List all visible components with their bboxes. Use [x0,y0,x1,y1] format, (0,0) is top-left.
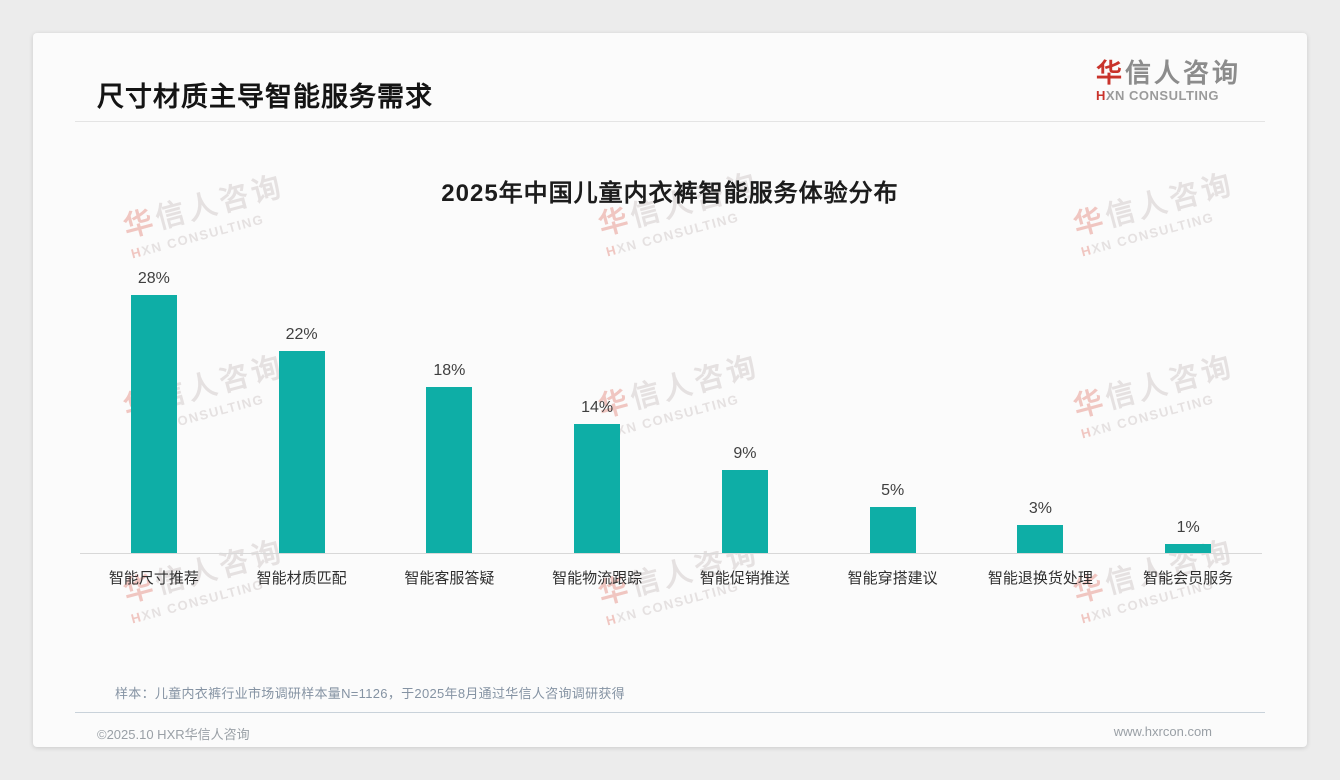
category-label: 智能尺寸推荐 [108,570,199,587]
bar-group: 28% [80,266,228,553]
copyright-text: ©2025.10 HXR华信人咨询 [97,727,250,742]
bar [426,387,473,553]
logo-cn-first-char: 华 [1095,58,1125,88]
bar-value-label: 3% [1028,500,1052,518]
category-label: 智能穿搭建议 [847,570,938,587]
watermark-en-text: HXN CONSULTING [1079,209,1216,260]
category-label: 智能材质匹配 [256,570,347,587]
bar-group: 9% [671,266,819,553]
logo-en-rest: XN CONSULTING [1105,87,1220,103]
bar-group: 14% [523,266,671,553]
logo-en-text: HXN CONSULTING [1096,88,1241,103]
bar [869,507,916,553]
bar [278,350,325,553]
x-axis-line [80,553,1262,554]
category-label: 智能促销推送 [699,570,790,587]
sample-note: 样本：儿童内衣裤行业市场调研样本量N=1126，于2025年8月通过华信人咨询调… [115,686,625,701]
website-url: www.hxrcon.com [1113,724,1212,739]
category-row: 智能尺寸推荐 智能材质匹配 智能客服答疑 智能物流跟踪 智能促销推送 智能穿搭建议 智能退换… [80,567,1262,588]
bar-value-label: 22% [285,325,318,343]
category-label: 智能物流跟踪 [552,570,643,587]
bar-value-label: 1% [1176,518,1200,536]
bar [1165,543,1212,553]
footer-divider [75,712,1265,713]
bar-group: 5% [819,266,967,553]
logo-cn-text: 华信人咨询 [1096,59,1241,88]
logo-cn-rest: 信人咨询 [1124,58,1241,88]
bar-group: 22% [228,266,376,553]
bars-row: 28% 22% 18% 14% 9% 5% 3% 1% [80,266,1262,553]
bar-value-label: 14% [581,399,614,417]
bar-value-label: 9% [733,445,757,463]
watermark-en-text: HXN CONSULTING [129,211,266,262]
slide-card: 华信人咨询 HXN CONSULTING 华信人咨询 HXN CONSULTING 华信… [33,33,1307,747]
bar-group: 18% [376,266,524,553]
category-label: 智能退换货处理 [987,570,1093,587]
bar-group: 3% [967,266,1115,553]
watermark-en-text: HXN CONSULTING [604,209,741,260]
company-logo: 华信人咨询 HXN CONSULTING [1096,59,1241,103]
category-label: 智能会员服务 [1143,570,1234,587]
header-divider [75,121,1265,122]
bar-group: 1% [1114,266,1262,553]
bar-value-label: 18% [433,362,466,380]
bar [721,470,768,553]
chart-title: 2025年中国儿童内衣裤智能服务体验分布 [441,180,899,207]
bar-value-label: 28% [137,270,170,288]
logo-en-first-char: H [1095,87,1106,103]
bar [574,424,621,553]
bar [1017,525,1064,553]
page-title: 尺寸材质主导智能服务需求 [97,82,433,112]
bar [130,295,177,553]
bar-value-label: 5% [881,482,905,499]
category-label: 智能客服答疑 [404,570,495,587]
